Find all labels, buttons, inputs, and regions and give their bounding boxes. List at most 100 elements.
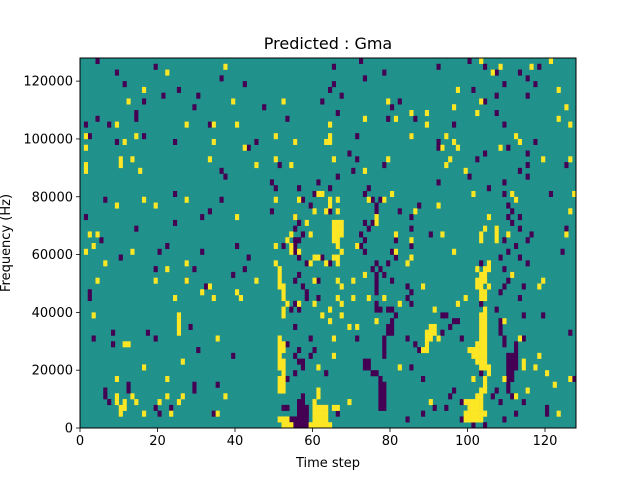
heatmap-cell-low bbox=[188, 323, 193, 330]
heatmap-cell-low bbox=[107, 399, 112, 406]
heatmap-cell-high bbox=[483, 364, 488, 371]
heatmap-cell-low bbox=[246, 144, 251, 151]
heatmap-cell-low bbox=[91, 335, 96, 342]
heatmap-cell-low bbox=[331, 63, 337, 70]
heatmap-cell-low bbox=[347, 150, 352, 157]
heatmap-cell-high bbox=[514, 133, 519, 140]
heatmap-cell-high bbox=[564, 231, 569, 238]
heatmap-cell-low bbox=[254, 138, 259, 145]
heatmap-cell-low bbox=[564, 162, 569, 169]
heatmap-cell-low bbox=[521, 399, 526, 406]
heatmap-cells bbox=[80, 58, 577, 429]
heatmap-cell-high bbox=[339, 231, 344, 238]
heatmap-cell-low bbox=[452, 387, 457, 394]
heatmap-cell-high bbox=[126, 341, 131, 348]
heatmap-cell-low bbox=[362, 219, 368, 226]
heatmap-cell-high bbox=[328, 422, 333, 429]
heatmap-cell-low bbox=[405, 416, 410, 423]
heatmap-cell-low bbox=[452, 121, 457, 128]
heatmap-cell-low bbox=[173, 190, 178, 197]
heatmap-cell-high bbox=[238, 295, 244, 302]
heatmap-cell-high bbox=[374, 318, 379, 325]
heatmap-cell-high bbox=[176, 312, 182, 319]
heatmap-cell-low bbox=[304, 410, 309, 417]
heatmap-cell-high bbox=[362, 115, 368, 122]
heatmap-cell-low bbox=[362, 248, 368, 255]
heatmap-cell-high bbox=[281, 381, 286, 388]
heatmap-cell-high bbox=[483, 277, 488, 284]
heatmap-cell-low bbox=[448, 323, 453, 330]
heatmap-cell-high bbox=[428, 323, 433, 330]
heatmap-cell-low bbox=[374, 260, 379, 267]
heatmap-cell-low bbox=[118, 254, 123, 261]
heatmap-cell-high bbox=[471, 404, 476, 411]
heatmap-cell-high bbox=[324, 404, 329, 411]
heatmap-cell-low bbox=[335, 410, 340, 417]
heatmap-cell-high bbox=[339, 283, 344, 290]
heatmap-cell-low bbox=[335, 173, 340, 180]
heatmap-cell-high bbox=[335, 196, 340, 203]
heatmap-cell-low bbox=[316, 295, 321, 302]
heatmap-cell-high bbox=[479, 318, 484, 325]
heatmap-cell-low bbox=[374, 271, 379, 278]
heatmap-cell-low bbox=[370, 370, 375, 377]
heatmap-cell-high bbox=[324, 422, 329, 429]
heatmap-cell-low bbox=[405, 335, 410, 342]
heatmap-cell-high bbox=[165, 266, 170, 273]
heatmap-cell-low bbox=[490, 393, 495, 400]
heatmap-cell-low bbox=[192, 387, 197, 394]
heatmap-cell-high bbox=[467, 410, 472, 417]
heatmap-cell-low bbox=[494, 387, 499, 394]
heatmap-cell-low bbox=[455, 318, 461, 325]
heatmap-cell-high bbox=[498, 63, 503, 70]
heatmap-cell-high bbox=[273, 133, 278, 140]
heatmap-cell-high bbox=[277, 277, 282, 284]
heatmap-cell-high bbox=[409, 254, 414, 261]
heatmap-cell-high bbox=[479, 416, 484, 423]
heatmap-cell-low bbox=[231, 352, 236, 359]
heatmap-cell-high bbox=[335, 225, 340, 232]
heatmap-cell-high bbox=[409, 133, 414, 140]
heatmap-cell-low bbox=[351, 167, 356, 174]
heatmap-cell-low bbox=[502, 416, 507, 423]
heatmap-cell-high bbox=[122, 399, 127, 406]
heatmap-cell-low bbox=[374, 300, 379, 307]
heatmap-cell-low bbox=[514, 352, 519, 359]
heatmap-cell-high bbox=[479, 352, 484, 359]
heatmap-cell-low bbox=[293, 370, 298, 377]
heatmap-cell-low bbox=[386, 323, 391, 330]
heatmap-cell-low bbox=[525, 162, 530, 169]
heatmap-cell-high bbox=[328, 306, 333, 313]
heatmap-cell-high bbox=[312, 254, 317, 261]
heatmap-cell-low bbox=[572, 375, 577, 382]
heatmap-cell-low bbox=[374, 283, 379, 290]
x-tick-label: 60 bbox=[304, 434, 321, 449]
heatmap-cell-high bbox=[424, 121, 430, 128]
heatmap-cell-low bbox=[297, 347, 302, 354]
heatmap-cell-high bbox=[533, 364, 538, 371]
heatmap-cell-low bbox=[366, 358, 371, 365]
heatmap-cell-high bbox=[277, 364, 282, 371]
heatmap-cell-low bbox=[289, 306, 294, 313]
heatmap-cell-low bbox=[506, 248, 511, 255]
heatmap-cell-low bbox=[409, 364, 414, 371]
heatmap-cell-high bbox=[436, 202, 441, 209]
heatmap-cell-low bbox=[293, 277, 298, 284]
heatmap-cell-low bbox=[525, 92, 530, 99]
heatmap-cell-low bbox=[308, 352, 313, 359]
heatmap-cell-low bbox=[370, 196, 375, 203]
heatmap-cell-low bbox=[409, 225, 414, 232]
heatmap-cell-high bbox=[320, 312, 325, 319]
heatmap-cell-high bbox=[223, 393, 228, 400]
plot-area-frame bbox=[79, 57, 577, 429]
heatmap-cell-high bbox=[440, 231, 445, 238]
heatmap-cell-low bbox=[297, 416, 302, 423]
heatmap-cell-high bbox=[281, 364, 286, 371]
heatmap-cell-high bbox=[254, 162, 259, 169]
heatmap-cell-low bbox=[293, 237, 298, 244]
heatmap-cell-low bbox=[386, 329, 391, 336]
heatmap-cell-low bbox=[382, 352, 387, 359]
heatmap-cell-high bbox=[118, 404, 123, 411]
heatmap-cell-low bbox=[161, 92, 166, 99]
